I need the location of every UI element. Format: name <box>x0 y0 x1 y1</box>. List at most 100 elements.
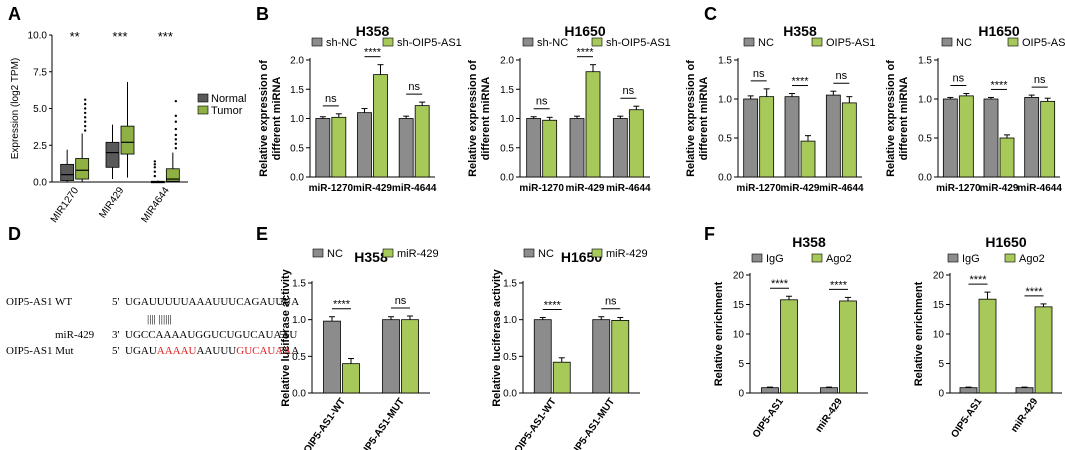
bar <box>839 300 857 394</box>
y-tick-label: 1.0 <box>503 315 517 326</box>
bar <box>983 98 999 178</box>
legend-label: sh-NC <box>537 37 568 49</box>
panel-label-c: C <box>704 4 717 24</box>
outlier-point <box>174 114 178 118</box>
sequence-alignment: OIP5-AS1 WT 5' UGAUUUUUAAAUUUCAGAUUUA3'|||… <box>6 296 299 357</box>
y-axis-label: Relative luciferase activity <box>280 268 292 406</box>
box <box>165 168 180 182</box>
y-tick-label: 2.0 <box>290 56 304 67</box>
y-tick-label: 0.0 <box>292 389 306 400</box>
significance-label: ns <box>408 81 420 93</box>
y-tick-label: 15 <box>733 300 745 311</box>
y-tick-label: 1.5 <box>500 85 514 96</box>
chart-title: H358 <box>354 249 388 265</box>
y-tick-label: 0.0 <box>718 173 732 184</box>
legend-swatch <box>947 253 959 263</box>
legend-label: NC <box>327 248 343 260</box>
chart-title: H1650 <box>978 23 1019 39</box>
x-tick-label: OIP5-AS1-MUT <box>568 396 617 450</box>
y-tick-label: 5 <box>938 359 944 370</box>
significance-label: **** <box>990 79 1008 91</box>
bar <box>1040 100 1056 178</box>
bases: UGAU <box>125 345 157 357</box>
y-tick-label: 0.0 <box>918 173 932 184</box>
x-tick-label: OIP5-AS1-WT <box>302 396 348 450</box>
chart-title: H358 <box>783 23 817 39</box>
y-axis-label: Relative expression of <box>467 60 479 177</box>
y-axis-label: Relative expression of <box>685 60 697 177</box>
x-tick-label: miR-1270 <box>936 183 981 194</box>
y-tick-label: 1.5 <box>292 279 306 290</box>
y-axis-label: Relative enrichment <box>913 281 925 386</box>
significance-label: *** <box>112 29 127 44</box>
significance-label: **** <box>333 299 351 311</box>
legend-label: Normal <box>211 93 246 105</box>
y-tick-label: 0.0 <box>503 389 517 400</box>
panel-label-a: A <box>8 4 21 24</box>
bases: UGAUUUUUAAAUUUCAGAUUUA <box>125 296 299 308</box>
significance-label: ns <box>623 85 635 97</box>
legend-swatch <box>941 37 953 47</box>
legend-swatch <box>1007 37 1019 47</box>
bases: AAUUU <box>197 345 237 357</box>
y-tick-label: 5 <box>738 359 744 370</box>
legend-swatch <box>811 253 823 263</box>
y-tick-label: 0.5 <box>718 134 732 145</box>
legend-swatch <box>523 248 535 258</box>
significance-label: ns <box>753 68 765 80</box>
y-tick-label: 0 <box>938 389 944 400</box>
significance-label: **** <box>544 299 562 311</box>
outlier-point <box>83 98 87 101</box>
y-tick-label: 5.0 <box>33 104 47 115</box>
bar <box>999 137 1015 178</box>
y-tick-label: 0.5 <box>292 352 306 363</box>
y-axis-label: Relative luciferase activity <box>491 268 503 406</box>
significance-label: *** <box>158 29 173 44</box>
sequence-prime-5: 5' <box>112 296 120 308</box>
legend-swatch <box>743 37 755 47</box>
legend-swatch <box>312 248 324 258</box>
legend-swatch <box>811 37 823 47</box>
outlier-point <box>174 138 178 141</box>
outlier-point <box>83 102 87 106</box>
x-tick-label: miR-1270 <box>736 183 781 194</box>
significance-label: **** <box>1025 286 1043 298</box>
bar <box>841 102 857 178</box>
y-axis-label: Relative enrichment <box>713 281 725 386</box>
bar <box>323 320 341 394</box>
chart-c2: H1650 NC OIP5-AS1 0.0 0.5 1.0 1.5 Relative expr… <box>885 23 1065 194</box>
y-tick-label: 10 <box>733 330 745 341</box>
y-axis-label: different miRNA <box>698 77 710 161</box>
bar <box>373 74 388 178</box>
sequence-string: UGAUUUUUAAAUUUCAGAUUUA <box>125 296 299 308</box>
y-tick-label: 1.5 <box>918 56 932 67</box>
y-tick-label: 10 <box>933 330 945 341</box>
y-tick-label: 0.0 <box>33 178 47 189</box>
sequence-name: OIP5-AS1 Mut <box>6 345 74 357</box>
y-tick-label: 15 <box>933 300 945 311</box>
outlier-point <box>174 133 178 137</box>
mutated-bases: GUCAUAA <box>236 345 291 357</box>
panel-label-d: D <box>8 224 21 244</box>
sequence-name: OIP5-AS1 WT <box>6 296 72 308</box>
bar <box>592 319 611 394</box>
chart-title: H1650 <box>985 234 1026 250</box>
chart-title: H358 <box>356 23 390 39</box>
y-tick-label: 0.5 <box>500 143 514 154</box>
x-tick-label: MIR4644 <box>140 185 173 225</box>
y-axis-label: different miRNA <box>271 77 283 161</box>
y-tick-label: 1.5 <box>503 279 517 290</box>
significance-label: **** <box>791 76 809 88</box>
outlier-point <box>153 174 157 178</box>
y-tick-label: 7.5 <box>33 67 47 78</box>
x-tick-label: miR-4644 <box>606 183 651 194</box>
significance-label: ns <box>536 96 548 108</box>
bar <box>526 118 542 178</box>
bar <box>759 96 775 178</box>
bar <box>978 298 997 394</box>
outlier-point <box>83 120 87 123</box>
x-tick-label: miR-429 <box>1009 396 1041 435</box>
y-axis-label: different miRNA <box>480 77 492 161</box>
y-tick-label: 1.0 <box>718 95 732 106</box>
